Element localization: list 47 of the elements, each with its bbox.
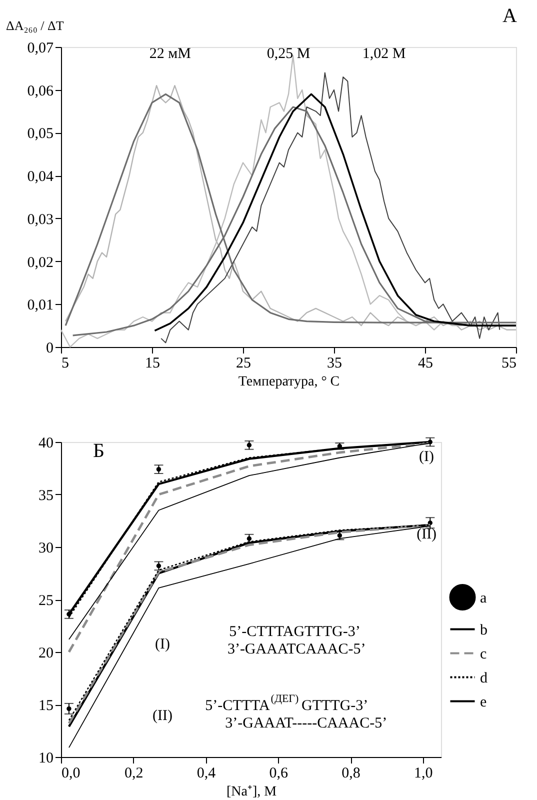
x-tick-label: 0,8 [342,766,360,782]
y-tick-label: 0,05 [27,126,54,142]
y-tick-label: 15 [38,698,54,714]
annotation: (II) [416,526,437,542]
x-tick-label: 55 [502,356,516,372]
legend-label: a [480,590,487,606]
x-tick-label: 0,6 [269,766,289,782]
x-tick-label: 0,2 [124,766,144,782]
annotation: (II) [152,708,172,724]
legend-label: e [480,694,487,710]
annotation: 0,25 М [266,46,310,62]
x-tick-label: 35 [327,356,342,372]
y-tick-label: 40 [38,436,54,452]
x-tick-label: 15 [145,356,160,372]
y-tick-label: 0 [46,340,54,356]
x-axis-title: Температура, ° С [238,374,340,390]
x-tick-label: 5 [62,356,69,372]
legend-label: b [480,622,488,638]
y-tick-label: 35 [38,488,54,504]
x-tick-label: 45 [418,356,433,372]
y-tick-label: 0,03 [27,212,54,228]
y-axis-title: ΔA₂₆₀ / ΔT [6,18,64,33]
y-tick-label: 20 [38,646,54,662]
annotation: (I) [154,636,170,653]
y-tick-label: 10 [38,750,54,766]
y-tick-label: 0,04 [27,169,54,186]
legend-label: d [480,670,488,686]
y-tick-label: 0,01 [27,298,54,314]
y-tick-label: 0,07 [27,40,54,56]
chart-title: Б [93,440,104,462]
annotation: 22 мМ [149,46,191,62]
annotation: 3’-GAAAT-----CAAAC-5’ [225,715,388,732]
x-tick-label: 25 [236,356,251,372]
y-tick-label: 0,06 [27,83,54,100]
chart-title: А [502,5,518,27]
y-tick-label: 30 [38,540,54,556]
x-axis-title: [Na⁺], М [226,784,278,800]
annotation: 1,02 М [362,46,406,62]
annotation: 5’-CTTTAGTTTG-3’ [229,624,360,640]
annotation: 3’-GAAATCAAAC-5’ [227,641,366,658]
annotation: (I) [419,449,434,466]
y-tick-label: 25 [38,593,54,609]
x-tick-label: 0,4 [196,766,216,782]
y-tick-label: 0,02 [27,254,54,271]
x-tick-label: 1,0 [414,766,433,782]
legend-label: c [480,646,487,662]
x-tick-label: 0,0 [62,766,80,782]
